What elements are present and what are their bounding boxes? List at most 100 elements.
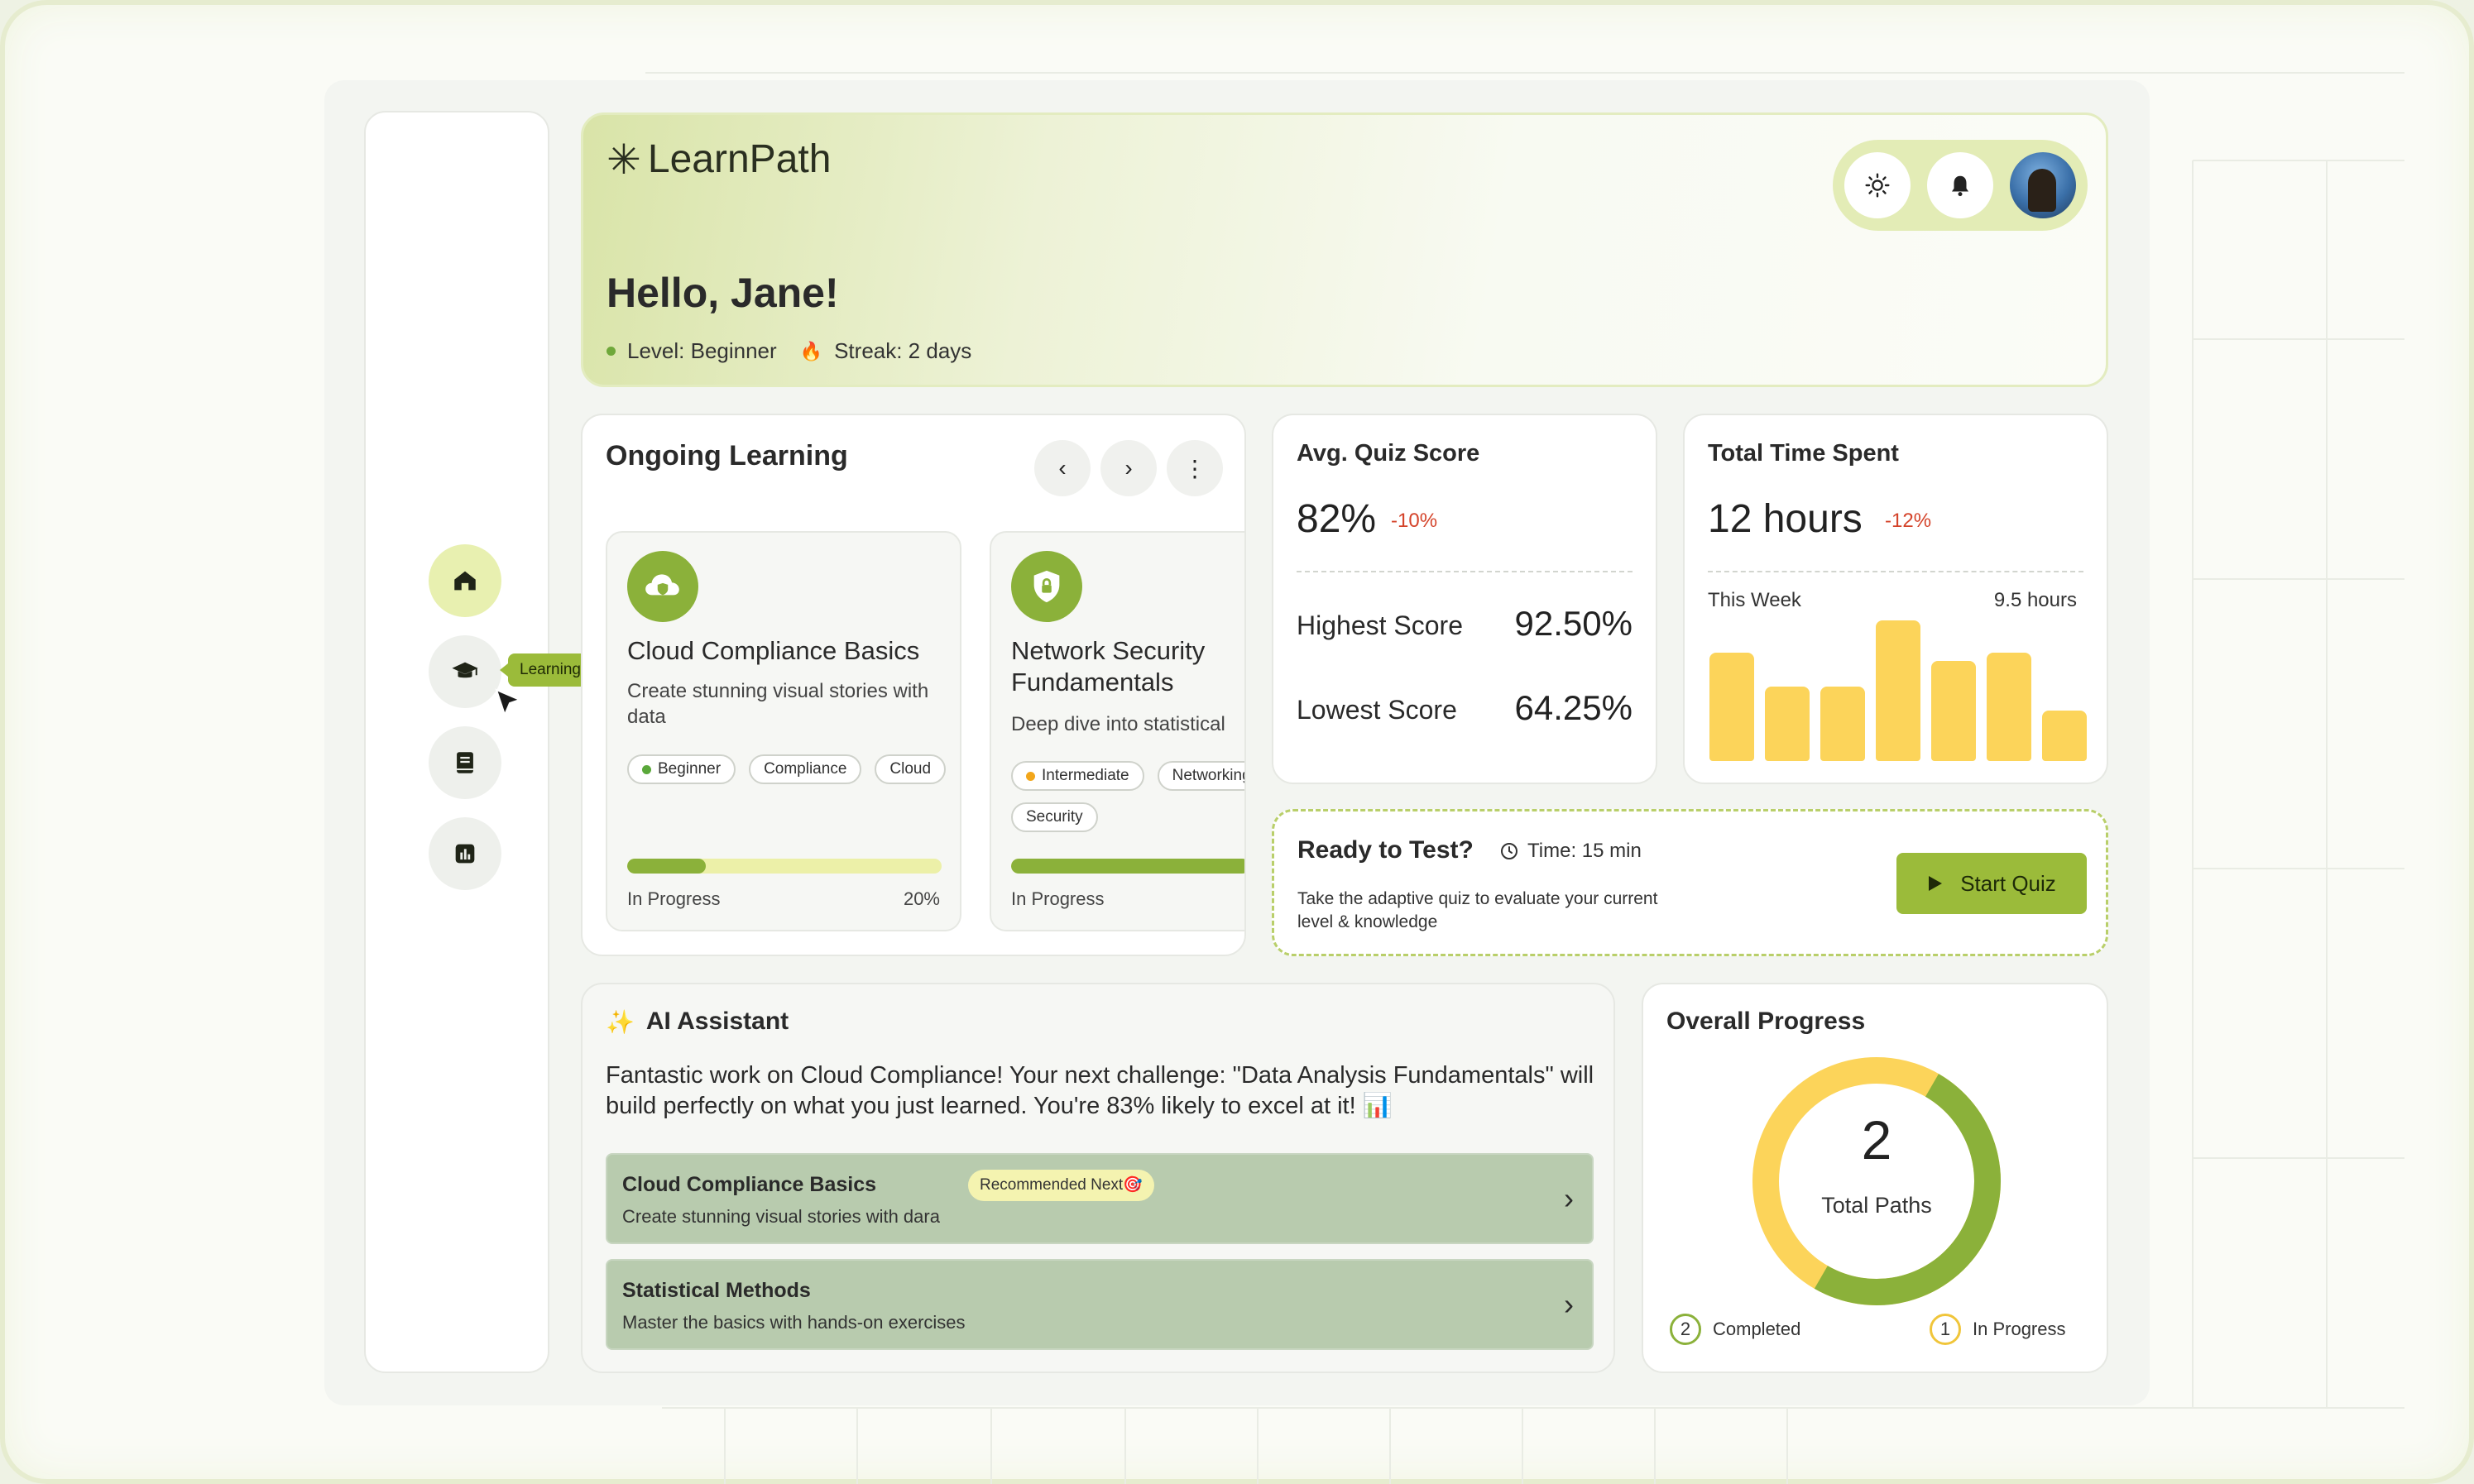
quiz-score-title: Avg. Quiz Score <box>1297 440 1480 467</box>
time-spent-card: Total Time Spent 12 hours -12% This Week… <box>1683 414 2108 784</box>
donut-completed-segment <box>1752 1057 2001 1305</box>
tag-label: Intermediate <box>1042 767 1129 784</box>
home-icon <box>454 571 476 591</box>
recommendation-item[interactable]: Cloud Compliance Basics Recommended Next… <box>606 1153 1594 1244</box>
time-spent-value: 12 hours <box>1708 497 1863 541</box>
course-description: Create stunning visual stories with data <box>627 680 929 728</box>
recommendation-subtitle: Create stunning visual stories with dara <box>622 1206 940 1227</box>
shield-lock-icon <box>1011 551 1082 622</box>
ongoing-learning-card: Ongoing Learning ‹ › ⋮ Cloud Compliance … <box>581 414 1246 956</box>
overall-progress-title: Overall Progress <box>1666 1008 1866 1035</box>
lowest-score-value: 64.25% <box>1514 688 1633 727</box>
progress-status: In Progress <box>1011 888 1105 909</box>
recommendation-title: Cloud Compliance Basics <box>622 1173 877 1196</box>
tag-label: Beginner <box>658 760 722 778</box>
streak-text: Streak: 2 days <box>834 338 972 363</box>
mouse-cursor-icon <box>495 688 522 717</box>
quiz-score-value: 82% <box>1297 497 1377 541</box>
course-progress-bar <box>1011 859 1244 874</box>
recommendation-title: Statistical Methods <box>622 1279 811 1302</box>
total-paths-value: 2 <box>1861 1109 1892 1170</box>
nav-learning-path[interactable] <box>429 635 501 708</box>
chevron-left-icon: ‹ <box>1058 455 1067 481</box>
quiz-time: Time: 15 min <box>1499 840 1642 863</box>
course-title: Cloud Compliance Basics <box>627 636 920 665</box>
quiz-score-change: -10% <box>1391 510 1438 532</box>
tag: Security <box>1011 802 1098 832</box>
next-button[interactable]: › <box>1100 440 1157 496</box>
nav-analytics[interactable] <box>429 817 501 890</box>
sparkle-icon: ✨ <box>606 1008 635 1035</box>
level-dot-icon <box>642 764 651 774</box>
tag: Cloud <box>875 754 947 784</box>
bar-chart-icon <box>455 844 475 864</box>
progress-status: In Progress <box>627 888 721 909</box>
ready-title: Ready to Test? <box>1297 836 1474 864</box>
week-bar <box>1931 661 1976 761</box>
progress-fill <box>1011 859 1244 874</box>
course-tags: Beginner Compliance Cloud <box>627 754 991 784</box>
highest-score-value: 92.50% <box>1514 604 1633 643</box>
notifications-button[interactable] <box>1927 152 1993 218</box>
progress-percent: 20% <box>903 888 940 909</box>
level-text: Level: Beginner <box>627 338 777 363</box>
logo[interactable]: ✳ LearnPath <box>607 136 831 182</box>
course-progress-bar <box>627 859 942 874</box>
book-icon <box>457 752 473 773</box>
welcome-header: ✳ LearnPath Hello, Jane! Level: Beginner… <box>581 112 2108 387</box>
header-actions <box>1833 140 2088 231</box>
ready-to-test-card: Ready to Test? Time: 15 min Take the ada… <box>1272 809 2108 956</box>
this-week-value: 9.5 hours <box>1993 589 2077 611</box>
more-vertical-icon: ⋮ <box>1183 455 1206 481</box>
overall-progress-card: Overall Progress 2 Total Paths 2 Complet… <box>1642 983 2108 1373</box>
start-quiz-button[interactable]: Start Quiz <box>1896 853 2087 914</box>
play-icon <box>1929 876 1943 891</box>
week-bar <box>1765 687 1810 761</box>
asterisk-logo-icon: ✳ <box>607 136 641 183</box>
level-dot-icon <box>1026 771 1035 781</box>
ready-description: Take the adaptive quiz to evaluate your … <box>1297 889 1658 931</box>
ongoing-learning-title: Ongoing Learning <box>606 440 848 472</box>
brand-name: LearnPath <box>647 137 832 181</box>
highest-score-label: Highest Score <box>1297 610 1463 640</box>
user-meta: Level: Beginner 🔥 Streak: 2 days <box>607 338 971 364</box>
clock-icon <box>1501 843 1517 859</box>
ai-message: Fantastic work on Cloud Compliance! Your… <box>606 1062 1594 1119</box>
nav-library[interactable] <box>429 726 501 799</box>
week-bar <box>1709 653 1754 761</box>
more-options-button[interactable]: ⋮ <box>1167 440 1223 496</box>
prev-button[interactable]: ‹ <box>1034 440 1091 496</box>
inprogress-label: In Progress <box>1973 1319 2066 1339</box>
progress-fill <box>627 859 706 874</box>
tag-level: Beginner <box>627 754 736 784</box>
theme-toggle-button[interactable] <box>1844 152 1911 218</box>
ai-assistant-header: ✨ AI Assistant <box>606 1008 789 1036</box>
this-week-label: This Week <box>1708 589 1801 611</box>
tag: Networking <box>1157 761 1244 791</box>
bell-icon <box>1952 175 1968 197</box>
greeting-title: Hello, Jane! <box>607 270 839 316</box>
recommendation-item[interactable]: Statistical Methods Master the basics wi… <box>606 1259 1594 1350</box>
user-avatar[interactable] <box>2010 152 2076 218</box>
sun-icon <box>1865 173 1890 198</box>
course-tags: Intermediate Networking Security <box>1011 761 1244 832</box>
inprogress-count: 1 <box>1930 1314 1961 1345</box>
level-dot-icon <box>607 347 616 356</box>
tag: Compliance <box>749 754 862 784</box>
total-paths-label: Total Paths <box>1821 1193 1932 1218</box>
nav-home[interactable] <box>429 544 501 617</box>
completed-count: 2 <box>1670 1314 1701 1345</box>
week-bar <box>1820 687 1865 761</box>
chevron-right-icon: › <box>1124 455 1133 481</box>
week-bar <box>2042 711 2087 761</box>
recommended-badge: Recommended Next🎯 <box>968 1170 1154 1201</box>
divider <box>1708 571 2083 572</box>
ai-assistant-title: AI Assistant <box>645 1008 789 1035</box>
course-card[interactable]: Cloud Compliance Basics Create stunning … <box>606 531 961 931</box>
time-spent-change: -12% <box>1885 510 1932 532</box>
divider <box>1297 571 1633 572</box>
graduation-cap-icon <box>452 662 478 678</box>
course-card[interactable]: Network Security Fundamentals Deep dive … <box>990 531 1244 931</box>
flame-icon: 🔥 <box>799 340 823 361</box>
